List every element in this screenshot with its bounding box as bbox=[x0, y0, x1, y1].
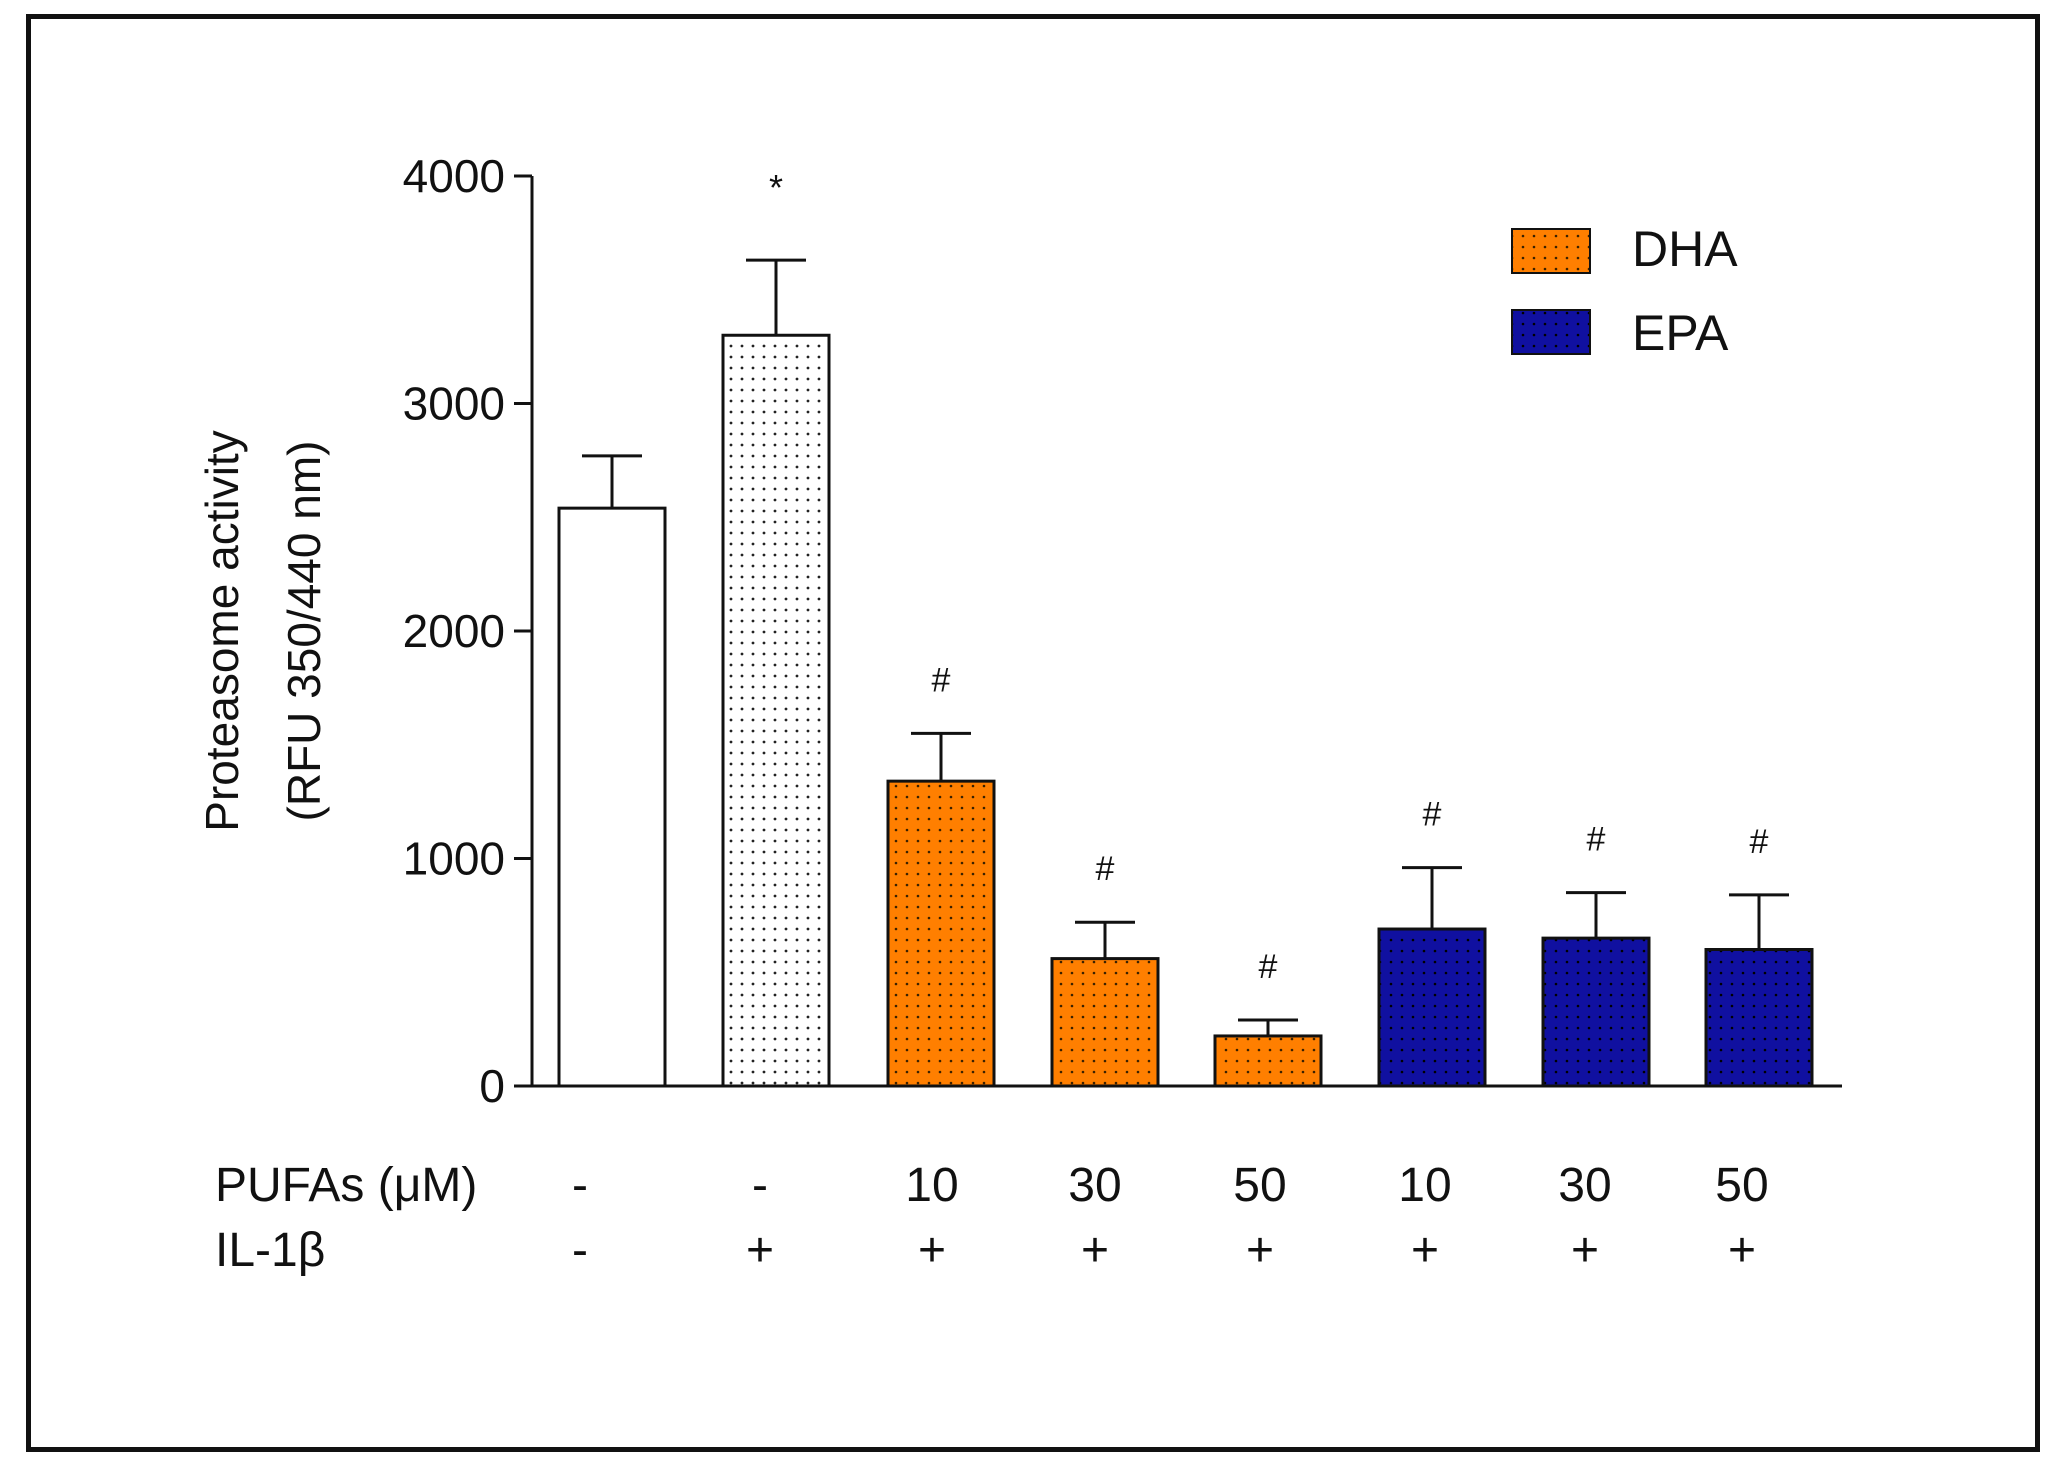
y-tick-label: 0 bbox=[479, 1060, 505, 1112]
y-axis-label: Proteasome activity bbox=[196, 430, 248, 831]
significance-mark-5: # bbox=[1259, 948, 1278, 986]
legend: DHA EPA bbox=[1511, 221, 1738, 361]
significance-mark-4: # bbox=[1096, 850, 1115, 888]
condition-value: - bbox=[572, 1224, 588, 1277]
legend-label-epa: EPA bbox=[1632, 305, 1729, 361]
bar-6 bbox=[1377, 927, 1487, 1088]
legend-swatch-epa bbox=[1511, 309, 1591, 355]
figure-frame bbox=[26, 14, 2040, 1452]
bar-3 bbox=[886, 779, 996, 1088]
significance-mark-3: # bbox=[932, 661, 951, 699]
y-axis-label-units: (RFU 350/440 nm) bbox=[278, 441, 330, 822]
bar-7 bbox=[1541, 936, 1651, 1088]
condition-value: + bbox=[1571, 1224, 1599, 1277]
condition-label-2: IL-1β bbox=[215, 1224, 325, 1277]
bars: * # # # # # # bbox=[557, 167, 1814, 1088]
condition-value: + bbox=[1728, 1224, 1756, 1277]
condition-value: 30 bbox=[1558, 1159, 1611, 1212]
condition-value: 30 bbox=[1068, 1159, 1121, 1212]
bar-5 bbox=[1213, 1034, 1323, 1088]
y-tick-label: 1000 bbox=[403, 833, 505, 885]
significance-mark-8: # bbox=[1750, 823, 1769, 861]
bar-1 bbox=[557, 506, 667, 1088]
legend-label-dha: DHA bbox=[1632, 221, 1738, 277]
condition-label-1: PUFAs (μM) bbox=[215, 1159, 477, 1212]
y-ticks: 0 1000 2000 3000 4000 bbox=[403, 150, 532, 1112]
bar-2 bbox=[721, 333, 831, 1088]
condition-value: + bbox=[1411, 1224, 1439, 1277]
condition-value: 10 bbox=[905, 1159, 958, 1212]
condition-value: + bbox=[918, 1224, 946, 1277]
y-tick-label: 2000 bbox=[403, 605, 505, 657]
y-tick-label: 4000 bbox=[403, 150, 505, 202]
condition-value: - bbox=[572, 1159, 588, 1212]
condition-value: + bbox=[1081, 1224, 1109, 1277]
bar-8 bbox=[1704, 948, 1814, 1088]
significance-mark-2: * bbox=[769, 167, 783, 208]
legend-swatch-dha bbox=[1511, 228, 1591, 274]
condition-table: PUFAs (μM) - - 10 30 50 10 30 50 IL-1β - + + + + + + + bbox=[215, 1159, 1769, 1277]
y-tick-label: 3000 bbox=[403, 378, 505, 430]
significance-mark-7: # bbox=[1587, 821, 1606, 859]
bar-4 bbox=[1050, 957, 1160, 1088]
condition-value: + bbox=[746, 1224, 774, 1277]
significance-mark-6: # bbox=[1423, 796, 1442, 834]
condition-value: 50 bbox=[1715, 1159, 1768, 1212]
condition-value: 50 bbox=[1233, 1159, 1286, 1212]
condition-value: - bbox=[752, 1159, 768, 1212]
condition-value: + bbox=[1246, 1224, 1274, 1277]
condition-value: 10 bbox=[1398, 1159, 1451, 1212]
